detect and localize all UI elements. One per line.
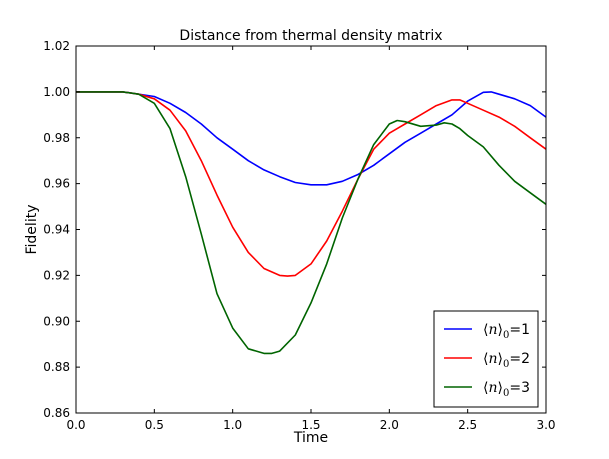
series-line-2 (76, 91, 547, 277)
series-line-1 (76, 91, 547, 186)
y-tick-label: 0.88 (43, 360, 70, 374)
x-tick-label: 2.5 (458, 418, 477, 432)
y-tick-label: 0.92 (43, 268, 70, 282)
y-tick-label: 0.86 (43, 406, 70, 420)
x-axis-label: Time (293, 430, 328, 446)
y-tick-label: 0.90 (43, 314, 70, 328)
legend: ⟨n⟩0=1 ⟨n⟩0=2 ⟨n⟩0=3 (433, 310, 539, 408)
legend-label-2: ⟨n⟩0=2 (483, 351, 530, 370)
series-line-3 (76, 91, 547, 355)
y-tick-label: 1.02 (43, 39, 70, 53)
series-layer (76, 91, 547, 355)
y-axis-label: Fidelity (24, 205, 40, 255)
y-tick-label: 0.96 (43, 177, 70, 191)
y-tick-label: 0.94 (43, 223, 70, 237)
chart-title: Distance from thermal density matrix (179, 28, 442, 44)
x-tick-label: 0.0 (66, 418, 85, 432)
x-tick-label: 3.0 (536, 418, 555, 432)
y-tick-label: 0.98 (43, 131, 70, 145)
x-tick-label: 1.5 (301, 418, 320, 432)
plot-frame (75, 45, 547, 414)
x-tick-label: 0.5 (145, 418, 164, 432)
x-tick-label: 1.0 (223, 418, 242, 432)
y-tick-label: 1.00 (43, 85, 70, 99)
x-tick-label: 2.0 (380, 418, 399, 432)
legend-label-1: ⟨n⟩0=1 (483, 322, 530, 341)
ticks-layer: 0.0 0.5 1.0 1.5 2.0 2.5 3.0 0.86 0.88 0.90 0.92 0.9… (43, 39, 555, 432)
legend-box (433, 310, 539, 408)
legend-label-3: ⟨n⟩0=3 (483, 380, 530, 399)
